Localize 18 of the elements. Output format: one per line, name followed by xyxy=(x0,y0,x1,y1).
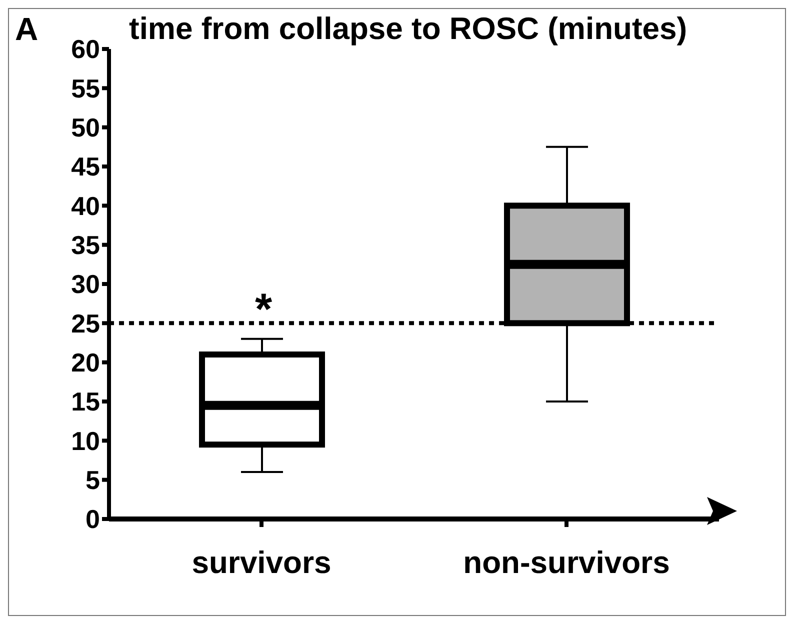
y-tick-label: 45 xyxy=(71,152,100,182)
y-tick-label: 5 xyxy=(86,465,100,496)
y-tick-label: 20 xyxy=(71,348,100,378)
y-tick-label: 30 xyxy=(71,269,100,300)
y-tick-label: 55 xyxy=(71,73,100,104)
y-tick-label: 35 xyxy=(71,230,100,260)
y-tick-label: 15 xyxy=(71,386,100,417)
y-tick-label: 25 xyxy=(71,308,100,338)
text: A xyxy=(15,11,38,48)
x-tick-label: non-survivors xyxy=(463,545,670,580)
x-tick-label: survivors xyxy=(192,545,332,580)
y-tick-label: 60 xyxy=(71,34,100,64)
annotation: * xyxy=(255,285,272,335)
chart-title: time from collapse to ROSC (minutes) xyxy=(129,11,688,47)
y-tick-label: 0 xyxy=(86,504,100,534)
y-tick-label: 10 xyxy=(71,426,100,456)
y-tick-label: 50 xyxy=(71,112,100,143)
y-tick-label: 40 xyxy=(71,190,100,221)
